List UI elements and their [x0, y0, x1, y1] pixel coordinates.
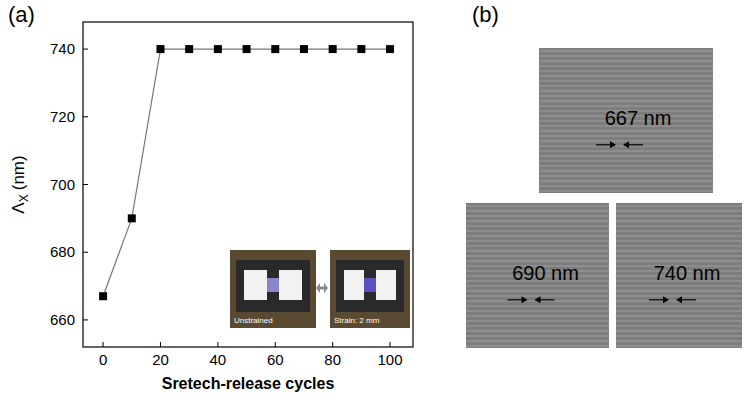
data-point — [99, 292, 107, 300]
x-tick — [160, 342, 161, 347]
y-tick — [83, 252, 88, 253]
x-tick-label: 0 — [99, 351, 107, 368]
y-tick — [83, 49, 88, 50]
inset-holder — [336, 260, 404, 312]
inset-photo — [330, 250, 410, 328]
y-tick — [83, 116, 88, 117]
y-title-sub: X — [17, 194, 31, 202]
inset-photo — [230, 250, 316, 328]
data-line — [103, 49, 390, 296]
inset-clamp — [344, 270, 364, 300]
sem-arrow-head — [663, 296, 669, 303]
sem-image — [616, 203, 742, 348]
inset-clamp — [244, 270, 267, 300]
x-tick — [103, 342, 104, 347]
y-title-unit: (nm) — [9, 155, 28, 190]
y-tick-label: 660 — [50, 311, 75, 328]
inset-holder — [236, 260, 310, 312]
plot-frame — [83, 22, 413, 347]
y-tick — [83, 319, 88, 320]
panel-label: (a) — [8, 2, 35, 27]
x-tick — [332, 342, 333, 347]
inset-label: Strain: 2 mm — [334, 316, 380, 325]
y-tick-label: 740 — [50, 40, 75, 57]
x-tick — [275, 342, 276, 347]
sem-label: 690 nm — [512, 262, 579, 284]
sem-label: 667 nm — [605, 107, 672, 129]
x-tick — [217, 342, 218, 347]
sem-arrow-head — [623, 141, 629, 148]
y-tick-label: 700 — [50, 176, 75, 193]
sem-arrow-head — [522, 296, 528, 303]
x-tick — [390, 342, 391, 347]
inset: Unstrained Strain: 2 mm — [230, 250, 410, 328]
data-point — [357, 45, 365, 53]
inset-clamp — [279, 270, 302, 300]
data-point — [185, 45, 193, 53]
y-tick — [83, 184, 88, 185]
x-tick-label: 80 — [324, 351, 341, 368]
inset-clamp — [376, 270, 396, 300]
data-point — [243, 45, 251, 53]
data-point — [386, 45, 394, 53]
x-tick-label: 60 — [267, 351, 284, 368]
figure: (a) Unstrained Strain: 2 mm 660 680 700 720 740… — [0, 0, 748, 404]
sem-image — [466, 203, 609, 348]
sem-arrow-head — [676, 296, 682, 303]
data-group — [99, 45, 394, 300]
sem-image — [539, 48, 713, 193]
x-axis-title: Sretech-release cycles — [162, 375, 335, 392]
panel-label: (b) — [472, 2, 499, 27]
data-point — [128, 214, 136, 222]
sem-arrow-head — [535, 296, 541, 303]
inset-arrow-head — [316, 283, 328, 293]
data-point — [214, 45, 222, 53]
x-tick-label: 40 — [210, 351, 227, 368]
data-point — [156, 45, 164, 53]
y-tick-label: 680 — [50, 243, 75, 260]
y-axis-title: ΛX (nm) — [9, 155, 31, 213]
inset-label: Unstrained — [234, 316, 273, 325]
x-tick-label: 20 — [152, 351, 169, 368]
inset-sample — [364, 278, 376, 292]
y-title-symbol: Λ — [9, 202, 28, 214]
sem-arrow-head — [610, 141, 616, 148]
data-point — [271, 45, 279, 53]
data-point — [300, 45, 308, 53]
y-tick-label: 720 — [50, 108, 75, 125]
inset-sample — [267, 278, 279, 292]
data-point — [329, 45, 337, 53]
sem-label: 740 nm — [654, 262, 721, 284]
x-tick-label: 100 — [378, 351, 403, 368]
